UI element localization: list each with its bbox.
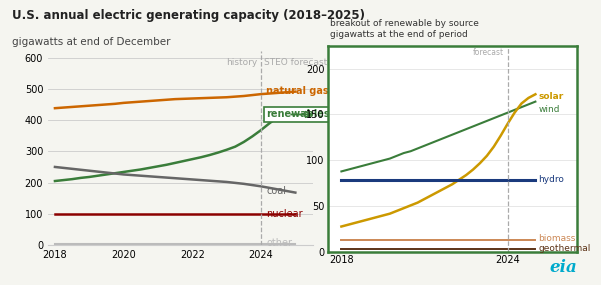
Text: other: other [266, 238, 292, 248]
Text: renewables: renewables [266, 109, 330, 119]
Text: forecast: forecast [472, 48, 504, 57]
Text: wind: wind [538, 105, 560, 114]
Text: U.S. annual electric generating capacity (2018–2025): U.S. annual electric generating capacity… [12, 9, 365, 22]
Text: history: history [227, 58, 258, 67]
Text: biomass: biomass [538, 234, 576, 243]
Text: natural gas: natural gas [266, 86, 329, 96]
Text: breakout of renewable by source
gigawatts at the end of period: breakout of renewable by source gigawatt… [330, 19, 479, 39]
Text: STEO forecast: STEO forecast [264, 58, 328, 67]
Text: coal: coal [266, 186, 286, 196]
Text: solar: solar [538, 91, 563, 101]
Text: geothermal: geothermal [538, 244, 591, 253]
Text: hydro: hydro [538, 175, 564, 184]
Text: eia: eia [549, 259, 577, 276]
Text: gigawatts at end of December: gigawatts at end of December [12, 37, 171, 47]
Text: nuclear: nuclear [266, 209, 303, 219]
